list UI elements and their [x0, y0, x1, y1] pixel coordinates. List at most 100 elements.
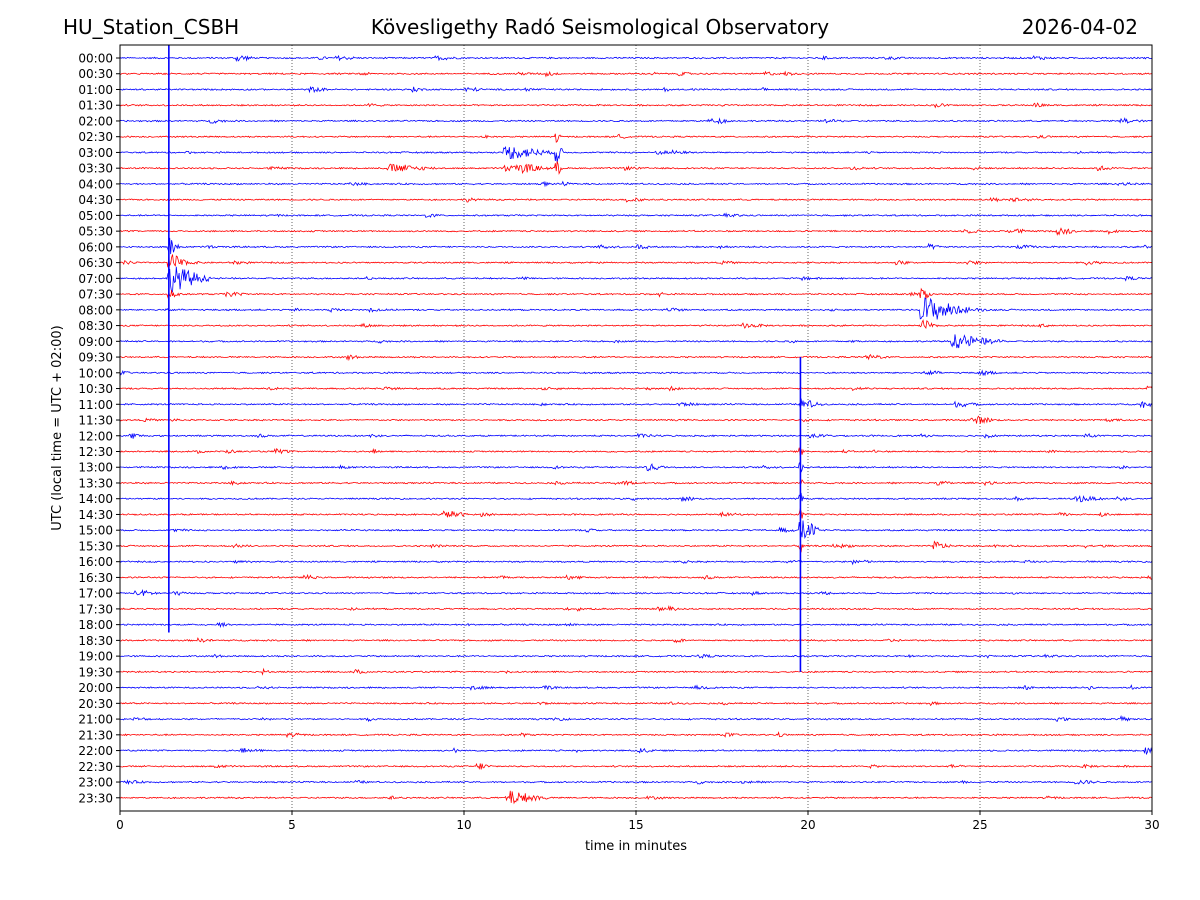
row-time-label: 12:00: [78, 429, 113, 443]
row-time-label: 00:00: [78, 52, 113, 66]
trace-row-0700: [120, 266, 1152, 293]
x-tick-label: 15: [628, 818, 643, 832]
row-time-label: 10:00: [78, 366, 113, 380]
trace-row-0130: [120, 102, 1152, 109]
trace-row-0930: [120, 354, 1152, 362]
trace-row-0200: [120, 117, 1152, 125]
trace-row-0800: [120, 297, 1152, 320]
row-time-label: 06:00: [78, 240, 113, 254]
trace-row-1800: [120, 621, 1152, 628]
trace-row-2100: [120, 715, 1152, 723]
chart-title: Kövesligethy Radó Seismological Observat…: [370, 15, 830, 39]
trace-row-1400: [120, 492, 1152, 503]
row-time-label: 20:00: [78, 681, 113, 695]
trace-row-2130: [120, 731, 1152, 739]
x-tick-label: 0: [116, 818, 124, 832]
x-tick-label: 10: [456, 818, 471, 832]
row-time-label: 16:00: [78, 555, 113, 569]
trace-row-1100: [120, 398, 1152, 409]
trace-row-1600: [120, 559, 1152, 566]
row-time-label: 08:30: [78, 319, 113, 333]
row-time-label: 01:30: [78, 99, 113, 113]
trace-row-1200: [120, 432, 1152, 439]
row-time-label: 20:30: [78, 697, 113, 711]
trace-row-0630: [120, 254, 1152, 268]
row-time-label: 18:30: [78, 634, 113, 648]
trace-row-2200: [120, 747, 1152, 756]
trace-row-1130: [120, 415, 1152, 424]
row-time-label: 13:00: [78, 461, 113, 475]
row-time-label: 08:00: [78, 303, 113, 317]
y-axis-label: UTC (local time = UTC + 02:00): [50, 325, 65, 530]
trace-row-0900: [120, 334, 1152, 349]
row-time-label: 02:30: [78, 130, 113, 144]
trace-row-1000: [120, 369, 1152, 377]
trace-row-2300: [120, 779, 1152, 785]
row-time-label: 10:30: [78, 382, 113, 396]
x-tick-label: 30: [1144, 818, 1159, 832]
row-time-label: 17:30: [78, 602, 113, 616]
station-name: HU_Station_CSBH: [63, 15, 240, 39]
row-time-label: 23:00: [78, 776, 113, 790]
trace-row-1700: [120, 588, 1152, 597]
trace-row-0300: [120, 146, 1152, 163]
trace-row-1530: [120, 540, 1152, 553]
row-time-label: 23:30: [78, 791, 113, 805]
row-time-label: 19:30: [78, 665, 113, 679]
trace-row-0230: [120, 133, 1152, 143]
trace-row-2030: [120, 701, 1152, 707]
date-label: 2026-04-02: [1021, 15, 1138, 39]
row-time-label: 09:00: [78, 335, 113, 349]
row-time-label: 14:30: [78, 508, 113, 522]
x-axis-label: time in minutes: [585, 839, 687, 854]
row-time-label: 14:00: [78, 492, 113, 506]
trace-group: [120, 45, 1152, 805]
trace-row-1900: [120, 653, 1152, 659]
trace-row-0030: [120, 70, 1152, 78]
row-time-label: 06:30: [78, 256, 113, 270]
row-time-label: 21:30: [78, 728, 113, 742]
row-time-label: 15:30: [78, 539, 113, 553]
trace-row-1630: [120, 573, 1152, 580]
row-time-label: 05:00: [78, 209, 113, 223]
row-time-label: 07:30: [78, 288, 113, 302]
row-time-label: 16:30: [78, 571, 113, 585]
row-time-label: 09:30: [78, 351, 113, 365]
trace-row-0330: [120, 161, 1152, 175]
row-time-label: 11:00: [78, 398, 113, 412]
row-time-label: 03:30: [78, 162, 113, 176]
trace-row-0600: [120, 237, 1152, 255]
row-time-label: 22:30: [78, 760, 113, 774]
row-time-label: 12:30: [78, 445, 113, 459]
trace-row-1430: [120, 507, 1152, 519]
grid-lines: [291, 45, 981, 811]
trace-row-0100: [120, 85, 1152, 94]
trace-row-0530: [120, 227, 1152, 236]
trace-row-1330: [120, 479, 1152, 487]
trace-row-0830: [120, 319, 1152, 329]
row-time-label: 04:00: [78, 177, 113, 191]
row-time-label: 07:00: [78, 272, 113, 286]
trace-row-1230: [120, 447, 1152, 456]
row-time-label: 04:30: [78, 193, 113, 207]
row-time-label: 01:00: [78, 83, 113, 97]
row-time-label: 19:00: [78, 650, 113, 664]
trace-row-0400: [120, 180, 1152, 188]
trace-row-2330: [120, 790, 1152, 805]
row-time-label: 17:00: [78, 587, 113, 601]
trace-row-1300: [120, 461, 1152, 473]
row-time-label: 02:00: [78, 114, 113, 128]
row-time-label: 18:00: [78, 618, 113, 632]
row-time-label: 03:00: [78, 146, 113, 160]
trace-row-0430: [120, 196, 1152, 203]
x-tick-label: 5: [288, 818, 296, 832]
row-time-label: 13:30: [78, 476, 113, 490]
trace-row-0730: [120, 287, 1152, 300]
trace-row-0000: [120, 54, 1152, 63]
trace-row-1030: [120, 385, 1152, 392]
trace-row-2000: [120, 684, 1152, 691]
trace-row-1830: [120, 637, 1152, 644]
row-time-label: 00:30: [78, 67, 113, 81]
row-time-label: 11:30: [78, 414, 113, 428]
